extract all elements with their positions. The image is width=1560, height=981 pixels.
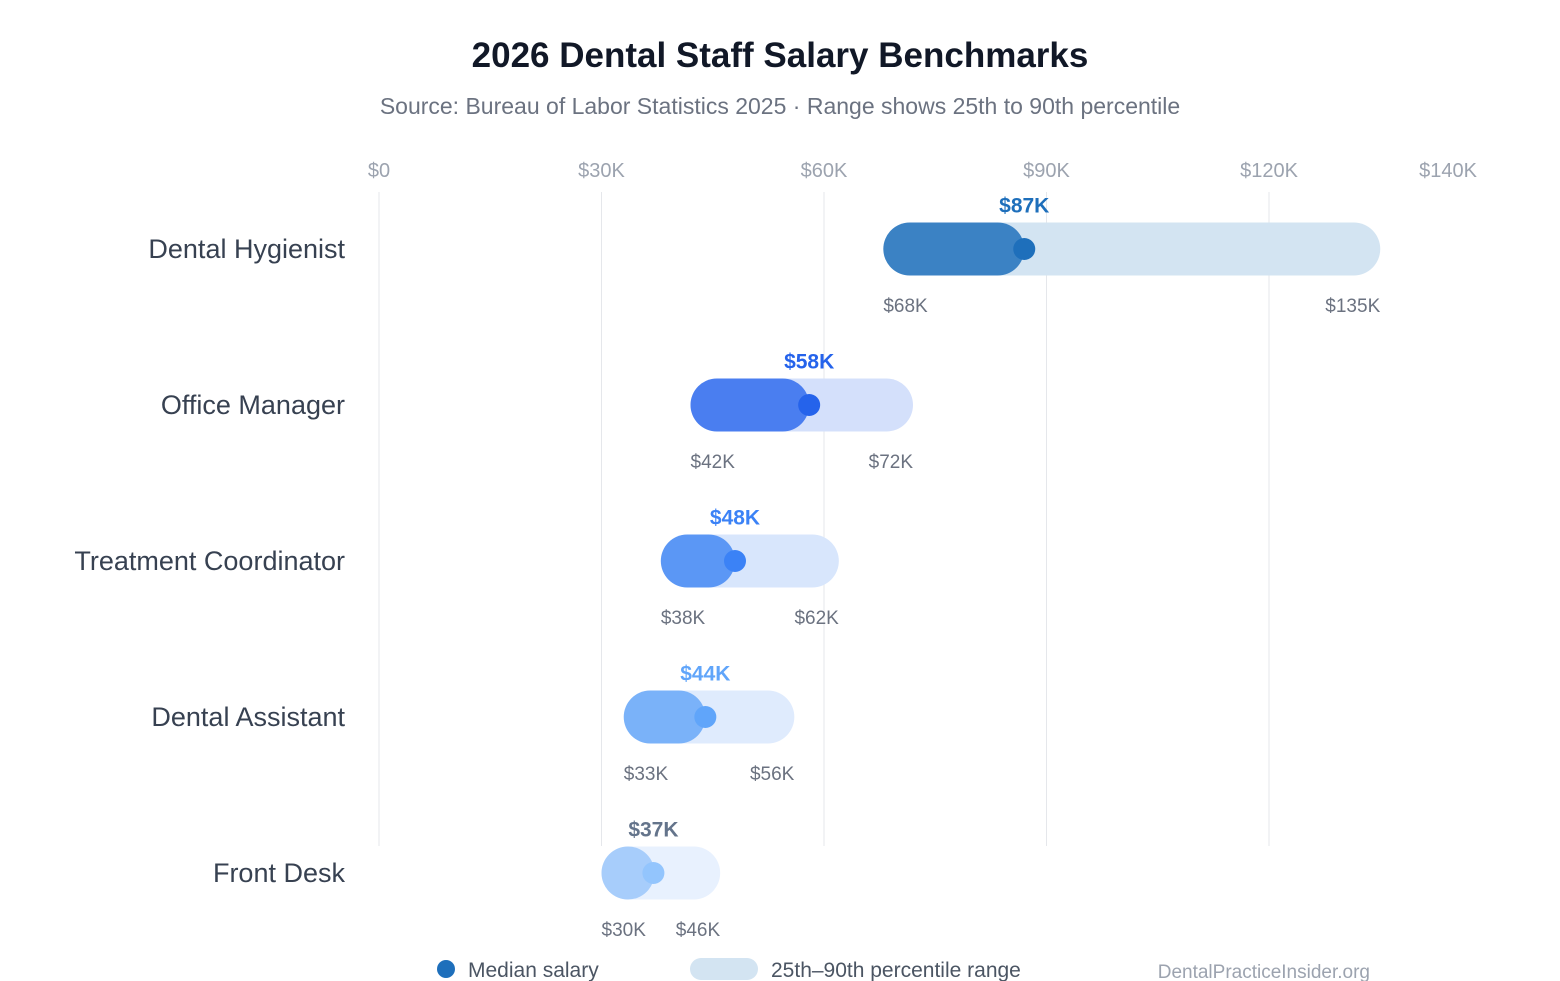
low-value-label: $68K: [883, 296, 928, 317]
median-value-label: $87K: [999, 195, 1049, 218]
lower-segment-bar: [660, 534, 735, 588]
high-value-label: $46K: [676, 920, 721, 941]
high-value-label: $72K: [869, 452, 914, 473]
chart-subtitle: Source: Bureau of Labor Statistics 2025 …: [379, 93, 1181, 119]
median-dot: [642, 862, 665, 884]
median-dot: [724, 550, 746, 572]
high-value-label: $62K: [794, 608, 839, 629]
lower-segment-bar: [690, 378, 810, 432]
x-tick-label: $120K: [1240, 160, 1298, 182]
median-dot: [694, 706, 717, 728]
legend-range-label: 25th–90th percentile range: [771, 959, 1021, 981]
lower-segment-bar: [601, 846, 655, 900]
x-tick-label: $60K: [801, 160, 848, 182]
median-value-label: $48K: [710, 507, 760, 530]
high-value-label: $135K: [1325, 296, 1380, 317]
low-value-label: $33K: [624, 764, 669, 785]
median-value-label: $44K: [680, 663, 730, 686]
chart-title: 2026 Dental Staff Salary Benchmarks: [471, 36, 1089, 75]
lower-segment-bar: [883, 222, 1025, 276]
low-value-label: $42K: [691, 452, 736, 473]
low-value-label: $38K: [661, 608, 706, 629]
category-label: Dental Hygienist: [148, 234, 345, 264]
category-label: Front Desk: [213, 858, 346, 888]
median-value-label: $58K: [784, 351, 834, 374]
footer-credit: DentalPracticeInsider.org: [1158, 962, 1370, 981]
category-label: Treatment Coordinator: [74, 546, 345, 576]
lower-segment-bar: [623, 690, 706, 744]
legend-median-swatch: [437, 960, 455, 978]
high-value-label: $56K: [750, 764, 795, 785]
x-tick-label: $140K: [1419, 160, 1477, 182]
median-dot: [1013, 238, 1036, 260]
low-value-label: $30K: [602, 920, 647, 941]
x-tick-label: $0: [368, 160, 390, 182]
category-label: Office Manager: [161, 390, 345, 420]
legend-range-swatch: [690, 958, 758, 980]
x-tick-label: $30K: [578, 160, 625, 182]
x-tick-label: $90K: [1023, 160, 1070, 182]
median-value-label: $37K: [628, 819, 678, 842]
legend-median-label: Median salary: [468, 959, 599, 981]
median-dot: [798, 394, 821, 416]
category-label: Dental Assistant: [151, 702, 345, 732]
